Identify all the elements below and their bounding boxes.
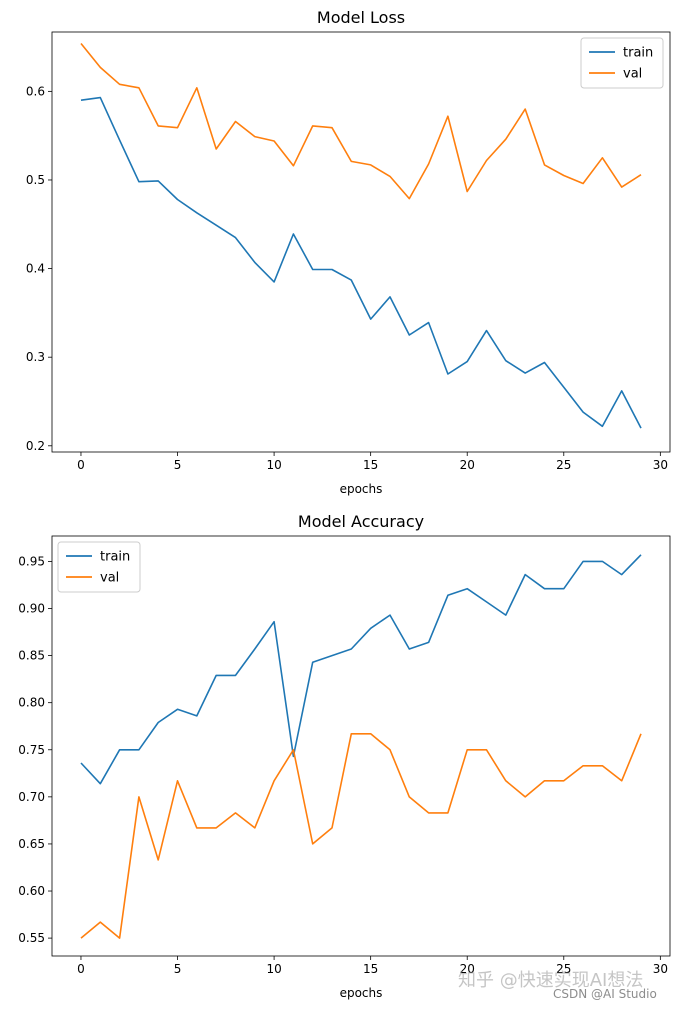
y-tick-label: 0.75	[18, 743, 45, 757]
legend: train val	[57, 541, 141, 593]
series-line-val	[80, 732, 642, 939]
y-tick-label: 0.60	[18, 884, 45, 898]
x-tick-label: 5	[174, 962, 182, 976]
y-tick-label: 0.85	[18, 649, 45, 663]
y-tick-label: 0.90	[18, 602, 45, 616]
x-axis-label: epochs	[340, 986, 383, 1000]
chart-title: Model Loss	[317, 8, 405, 27]
x-tick-label: 5	[174, 458, 182, 472]
x-tick-label: 0	[77, 458, 85, 472]
legend-label-train: train	[623, 46, 653, 61]
y-tick-label: 0.3	[26, 350, 45, 364]
chart-title: Model Accuracy	[298, 512, 424, 531]
x-tick-label: 15	[363, 962, 378, 976]
x-tick-label: 25	[556, 458, 571, 472]
x-tick-label: 20	[460, 458, 475, 472]
legend-box	[580, 37, 664, 89]
y-tick-label: 0.55	[18, 931, 45, 945]
y-tick-label: 0.6	[26, 84, 45, 98]
axes-frame	[51, 31, 671, 453]
y-tick-label: 0.2	[26, 439, 45, 453]
y-tick-label: 0.5	[26, 173, 45, 187]
series-line-train	[80, 96, 642, 429]
legend-label-val: val	[623, 67, 642, 82]
x-tick-label: 30	[653, 458, 668, 472]
legend-label-train: train	[100, 550, 130, 565]
x-tick-label: 15	[363, 458, 378, 472]
chart-1: Model Accuracy 0 5 10 15 20 25 30 0.55 0.60 0.65 0.…	[18, 512, 671, 1000]
series-line-train	[80, 554, 642, 785]
watermark-csdn: CSDN @AI Studio	[553, 987, 657, 1001]
y-tick-label: 0.70	[18, 790, 45, 804]
legend-box	[57, 541, 141, 593]
x-tick-label: 25	[556, 962, 571, 976]
x-tick-label: 10	[266, 962, 281, 976]
legend-label-val: val	[100, 571, 119, 586]
y-tick-label: 0.4	[26, 262, 45, 276]
watermark-zhihu: 知乎 @快速实现AI想法	[458, 970, 644, 991]
x-tick-label: 30	[653, 962, 668, 976]
y-tick-label: 0.65	[18, 837, 45, 851]
y-tick-label: 0.95	[18, 554, 45, 568]
x-tick-label: 0	[77, 962, 85, 976]
series-line-val	[80, 42, 642, 200]
legend: train val	[580, 37, 664, 89]
x-tick-label: 10	[266, 458, 281, 472]
chart-0: Model Loss 0 5 10 15 20 25 30 0.2 0.3 0.4 0.5 0.6 epo…	[26, 8, 671, 496]
y-tick-label: 0.80	[18, 696, 45, 710]
axes-frame	[51, 535, 671, 957]
x-axis-label: epochs	[340, 482, 383, 496]
x-tick-label: 20	[460, 962, 475, 976]
